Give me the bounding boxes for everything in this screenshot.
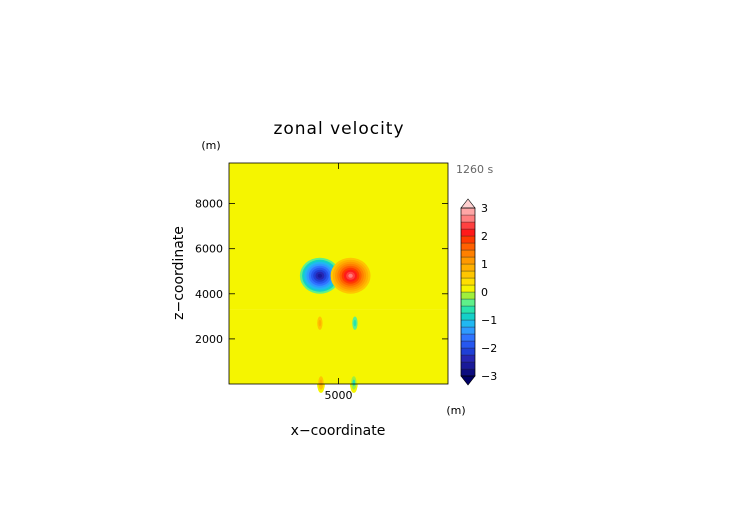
colorbar-lower-extend [460, 375, 476, 386]
colorbar-segment-3 [460, 347, 476, 356]
y-tick-label-4000: 4000 [195, 288, 223, 301]
y-tick-label-2000: 2000 [195, 333, 223, 346]
time-label: 1260 s [456, 163, 493, 176]
colorbar-segment-2 [460, 354, 476, 363]
colorbar-segment-21 [460, 221, 476, 230]
colorbar-segment-7 [460, 319, 476, 328]
colorbar: −3 −2 −1 0 1 2 3 [460, 198, 497, 386]
colorbar-segment-14 [460, 270, 476, 279]
velocity-field [229, 163, 448, 393]
colorbar-segment-15 [460, 263, 476, 272]
colorbar-segment-18 [460, 242, 476, 251]
blob-3 [350, 313, 359, 334]
colorbar-segment-22 [460, 214, 476, 223]
colorbar-segment-17 [460, 249, 476, 258]
colorbar-frame [460, 207, 476, 377]
x-axis-label: x−coordinate [291, 423, 386, 439]
colorbar-upper-extend [460, 198, 476, 209]
colorbar-segment-5 [460, 333, 476, 342]
colorbar-tick-label-0: −3 [481, 370, 497, 383]
blob-2 [315, 313, 324, 334]
y-tick-label-6000: 6000 [195, 243, 223, 256]
colorbar-segment-19 [460, 235, 476, 244]
y-tick-label-8000: 8000 [195, 198, 223, 211]
colorbar-segment-9 [460, 305, 476, 314]
colorbar-segment-1 [460, 361, 476, 370]
colorbar-tick-label-5: 2 [481, 230, 488, 243]
colorbar-tick-label-6: 3 [481, 202, 488, 215]
colorbar-tick-label-1: −2 [481, 342, 497, 355]
x-unit-label: (m) [446, 404, 465, 417]
axes: 2000 4000 6000 8000 5000 [195, 163, 448, 402]
colorbar-segment-12 [460, 284, 476, 293]
colorbar-segment-4 [460, 340, 476, 349]
colorbar-segment-11 [460, 291, 476, 300]
x-tick-label-5000: 5000 [325, 389, 353, 402]
vortex-1 [330, 257, 371, 294]
blob-4 [316, 372, 325, 393]
colorbar-tick-label-4: 1 [481, 258, 488, 271]
colorbar-segment-16 [460, 256, 476, 265]
colorbar-tick-label-2: −1 [481, 314, 497, 327]
colorbar-segment-10 [460, 298, 476, 307]
colorbar-segment-23 [460, 207, 476, 216]
colorbar-segment-6 [460, 326, 476, 335]
colorbar-segment-13 [460, 277, 476, 286]
colorbar-segment-20 [460, 228, 476, 237]
y-unit-label: (m) [201, 139, 220, 152]
colorbar-segment-0 [460, 368, 476, 377]
chart-title: zonal velocity [273, 119, 404, 139]
vortex-0 [299, 257, 340, 294]
colorbar-segment-8 [460, 312, 476, 321]
colorbar-tick-label-3: 0 [481, 286, 488, 299]
y-axis-label: z−coordinate [171, 226, 187, 320]
blob-5 [349, 372, 358, 393]
